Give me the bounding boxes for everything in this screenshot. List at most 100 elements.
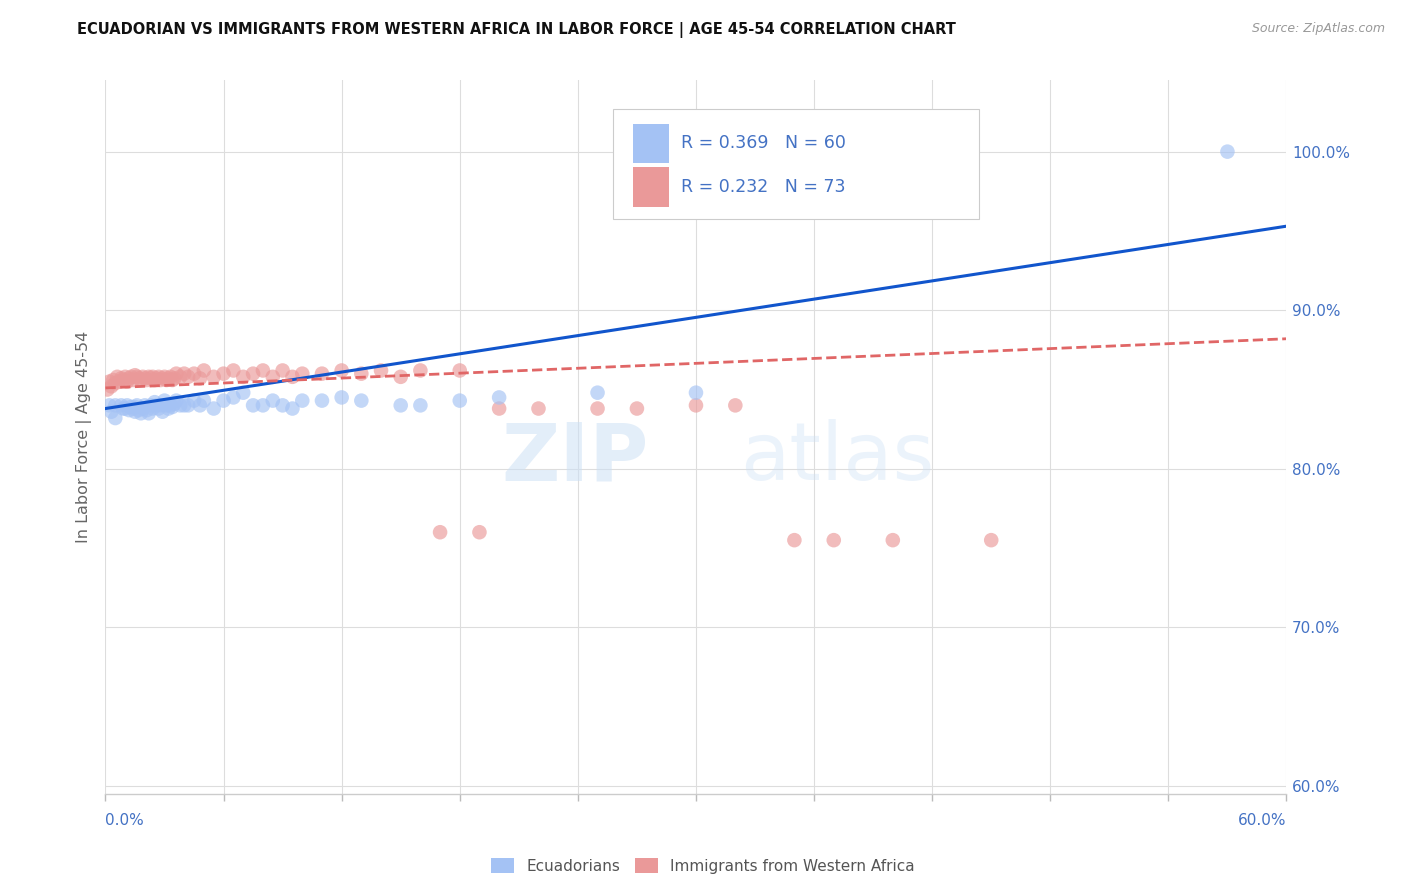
Point: [177, 369, 200, 384]
Point: [586, 401, 609, 416]
Point: [129, 373, 152, 387]
Point: [162, 373, 184, 387]
Text: R = 0.369   N = 60: R = 0.369 N = 60: [681, 135, 845, 153]
Point: [153, 369, 176, 384]
Point: [163, 397, 186, 411]
Point: [120, 369, 142, 384]
Point: [159, 369, 181, 384]
Point: [429, 525, 451, 540]
Point: [449, 363, 471, 377]
Point: [163, 371, 186, 385]
Point: [145, 398, 167, 412]
FancyBboxPatch shape: [613, 109, 980, 219]
Point: [262, 393, 284, 408]
Point: [155, 398, 177, 412]
Point: [132, 369, 155, 384]
Point: [626, 401, 648, 416]
Point: [173, 398, 195, 412]
Point: [330, 363, 353, 377]
Point: [980, 533, 1002, 548]
Point: [134, 371, 156, 385]
Point: [124, 400, 146, 414]
Point: [823, 533, 845, 548]
Point: [152, 371, 174, 385]
Point: [122, 373, 145, 387]
Point: [311, 393, 333, 408]
Point: [145, 371, 167, 385]
Point: [271, 363, 294, 377]
Point: [104, 398, 127, 412]
Point: [143, 373, 166, 387]
Point: [232, 369, 254, 384]
FancyBboxPatch shape: [633, 168, 669, 207]
Point: [222, 391, 245, 405]
Point: [105, 369, 128, 384]
Point: [188, 398, 211, 412]
Point: [115, 375, 138, 389]
Point: [98, 375, 121, 389]
Point: [128, 403, 150, 417]
Point: [129, 406, 152, 420]
Point: [125, 398, 148, 412]
Point: [112, 373, 135, 387]
Point: [586, 385, 609, 400]
Point: [110, 371, 132, 385]
Point: [115, 398, 138, 412]
Legend: Ecuadorians, Immigrants from Western Africa: Ecuadorians, Immigrants from Western Afr…: [485, 852, 921, 880]
Point: [114, 401, 136, 416]
Point: [252, 363, 274, 377]
Point: [103, 373, 125, 387]
Point: [153, 393, 176, 408]
Point: [135, 373, 157, 387]
Point: [142, 369, 165, 384]
Point: [291, 367, 314, 381]
Point: [122, 401, 145, 416]
Point: [169, 369, 191, 384]
Point: [488, 401, 510, 416]
Point: [142, 401, 165, 416]
Point: [202, 401, 225, 416]
Point: [212, 367, 235, 381]
Point: [165, 367, 187, 381]
Point: [202, 369, 225, 384]
Point: [409, 398, 432, 412]
Point: [193, 393, 215, 408]
Point: [685, 385, 707, 400]
Point: [138, 369, 160, 384]
Point: [143, 395, 166, 409]
Point: [148, 401, 170, 416]
Point: [139, 398, 162, 412]
Point: [139, 371, 162, 385]
Point: [193, 363, 215, 377]
Text: ECUADORIAN VS IMMIGRANTS FROM WESTERN AFRICA IN LABOR FORCE | AGE 45-54 CORRELAT: ECUADORIAN VS IMMIGRANTS FROM WESTERN AF…: [77, 22, 956, 38]
Point: [311, 367, 333, 381]
Text: 0.0%: 0.0%: [105, 813, 145, 828]
Point: [124, 368, 146, 383]
Point: [100, 405, 122, 419]
Point: [685, 398, 707, 412]
Point: [162, 400, 184, 414]
Point: [242, 367, 264, 381]
Point: [188, 371, 211, 385]
Point: [120, 400, 142, 414]
Point: [281, 401, 304, 416]
Point: [104, 411, 127, 425]
Point: [409, 363, 432, 377]
Point: [183, 367, 205, 381]
Point: [100, 379, 122, 393]
Point: [155, 373, 177, 387]
Point: [488, 391, 510, 405]
Point: [159, 398, 181, 412]
Point: [222, 363, 245, 377]
Point: [157, 371, 180, 385]
Y-axis label: In Labor Force | Age 45-54: In Labor Force | Age 45-54: [76, 331, 93, 543]
Point: [389, 369, 412, 384]
Point: [232, 385, 254, 400]
Point: [110, 398, 132, 412]
Point: [104, 376, 127, 391]
Point: [449, 393, 471, 408]
Text: 60.0%: 60.0%: [1239, 813, 1286, 828]
Point: [783, 533, 806, 548]
Point: [527, 401, 550, 416]
Point: [173, 367, 195, 381]
